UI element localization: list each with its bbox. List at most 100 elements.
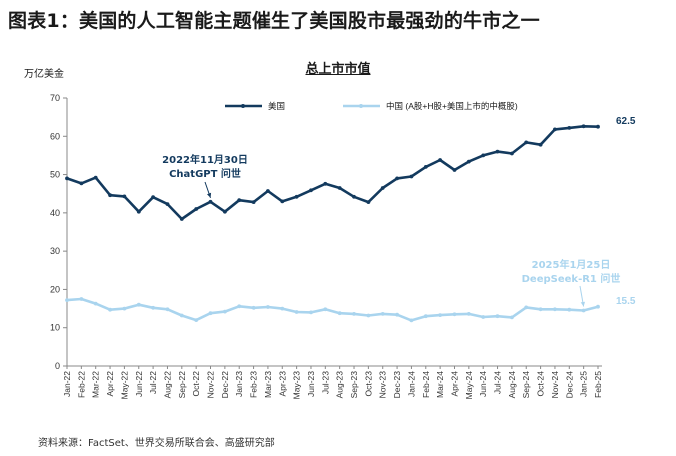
data-point	[366, 200, 371, 205]
y-tick-label: 0	[55, 361, 60, 371]
annotation-deepseek-date: 2025年1月25日	[532, 258, 611, 271]
x-tick-label: Dec-23	[392, 371, 402, 399]
series-1	[65, 297, 600, 323]
data-point	[251, 200, 256, 205]
data-point	[79, 181, 84, 186]
data-point	[208, 311, 213, 316]
data-point	[524, 305, 529, 310]
x-tick-label: Nov-22	[206, 371, 216, 399]
x-tick-label: Jul-23	[320, 371, 330, 394]
annotations: 2022年11月30日 ChatGPT 问世 2025年1月25日 DeepSe…	[162, 116, 636, 307]
data-point	[352, 312, 356, 316]
data-point	[65, 298, 69, 302]
x-tick-label: Mar-22	[91, 371, 101, 398]
data-point	[309, 188, 313, 193]
x-tick-label: Mar-23	[263, 371, 273, 398]
legend-label-china: 中国 (A股+H股+美国上市的中概股)	[386, 101, 518, 111]
x-tick-label: Apr-23	[277, 371, 287, 397]
data-point	[251, 305, 256, 310]
legend-marker-us	[241, 104, 245, 108]
x-tick-label: Jul-24	[493, 371, 503, 394]
x-tick-label: Jan-22	[62, 371, 72, 397]
legend-marker-china	[359, 104, 363, 108]
data-point	[280, 199, 285, 204]
source-note: 资料来源：FactSet、世界交易所联合会、高盛研究部	[38, 438, 275, 449]
data-point	[581, 308, 586, 313]
data-point	[510, 151, 514, 156]
data-point	[122, 306, 127, 311]
end-label-us: 62.5	[616, 116, 636, 127]
y-tick-label: 50	[50, 170, 60, 180]
data-point	[380, 186, 385, 190]
y-tick-label: 70	[50, 93, 60, 103]
x-tick-label: Aug-23	[335, 371, 345, 399]
data-point	[223, 209, 227, 214]
data-point	[108, 193, 112, 198]
data-point	[409, 318, 414, 323]
annotation-chatgpt-date: 2022年11月30日	[162, 153, 248, 166]
x-tick-label: Feb-25	[593, 371, 603, 398]
data-point	[337, 311, 342, 316]
data-point	[596, 304, 600, 309]
data-point	[481, 153, 486, 158]
data-point	[323, 307, 328, 312]
data-point	[366, 313, 371, 318]
data-point	[208, 199, 213, 204]
figure-title: 图表1：美国的人工智能主题催生了美国股市最强劲的牛市之一	[8, 10, 540, 32]
x-tick-label: Apr-22	[105, 371, 115, 397]
data-point	[179, 313, 184, 318]
y-axis-unit: 万亿美金	[24, 69, 64, 80]
x-tick-label: Apr-24	[449, 371, 459, 397]
x-tick-label: Oct-22	[191, 371, 201, 397]
data-point	[237, 304, 242, 309]
x-tick-label: Jan-24	[406, 371, 416, 397]
x-tick-label: May-23	[292, 371, 302, 400]
x-tick-label: Oct-23	[363, 371, 373, 397]
data-point	[65, 176, 69, 181]
data-point	[567, 307, 572, 312]
series-line-0	[66, 125, 599, 221]
data-point	[165, 202, 170, 207]
y-tick-label: 40	[50, 208, 60, 218]
data-point	[223, 309, 227, 314]
data-point	[151, 195, 156, 200]
data-point	[294, 194, 299, 199]
series-line-1	[66, 297, 599, 322]
data-point	[194, 207, 199, 211]
data-point	[553, 307, 557, 312]
data-point	[510, 315, 514, 320]
axes: 0 10 20 30 40 50 60 70 Jan-22 Feb-22 Mar-22 Apr-22 M…	[50, 93, 603, 399]
series-0	[65, 124, 600, 221]
data-point	[481, 315, 486, 319]
end-label-china: 15.5	[616, 296, 636, 307]
data-point	[553, 127, 557, 132]
x-tick-label: Nov-24	[550, 371, 560, 399]
y-tick-label: 20	[50, 284, 60, 294]
chart-title-text: 总上市市值	[305, 62, 371, 77]
annotation-chatgpt-label: ChatGPT 问世	[169, 167, 241, 180]
annotation-arrowhead	[207, 192, 212, 198]
x-tick-label: Feb-22	[76, 371, 86, 398]
data-point	[524, 140, 529, 145]
x-tick-label: Jun-22	[134, 371, 144, 397]
annotation-deepseek-label: DeepSeek-R1 问世	[522, 272, 621, 285]
data-point	[108, 307, 112, 312]
data-point	[495, 314, 500, 319]
data-point	[495, 149, 500, 154]
data-point	[352, 194, 356, 199]
x-tick-label: Feb-23	[249, 371, 259, 398]
chart-title: 总上市市值	[0, 58, 676, 77]
x-tick-label: Mar-24	[435, 371, 445, 398]
data-point	[136, 209, 141, 214]
data-point	[280, 306, 285, 311]
x-tick-label: Jul-22	[148, 371, 158, 394]
data-point	[179, 217, 184, 221]
x-tick-label: Jan-23	[234, 371, 244, 397]
x-tick-label: Aug-22	[162, 371, 172, 399]
series	[65, 124, 600, 323]
data-point	[438, 313, 442, 317]
legend-label-us: 美国	[268, 101, 285, 111]
data-point	[452, 168, 457, 172]
data-point	[466, 159, 471, 164]
data-point	[323, 181, 328, 186]
